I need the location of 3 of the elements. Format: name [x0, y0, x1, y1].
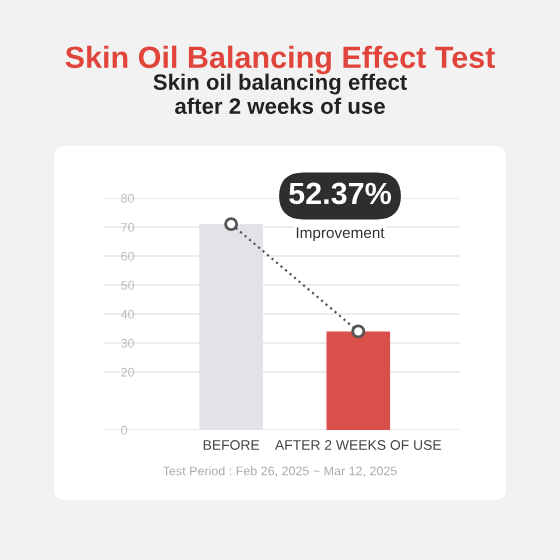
- annotation: 52.37%: [289, 182, 392, 205]
- chart-subtitle: Skin oil balancing effect after 2 weeks of use: [153, 73, 407, 114]
- chart-title: Skin Oil Balancing Effect Test: [65, 45, 495, 75]
